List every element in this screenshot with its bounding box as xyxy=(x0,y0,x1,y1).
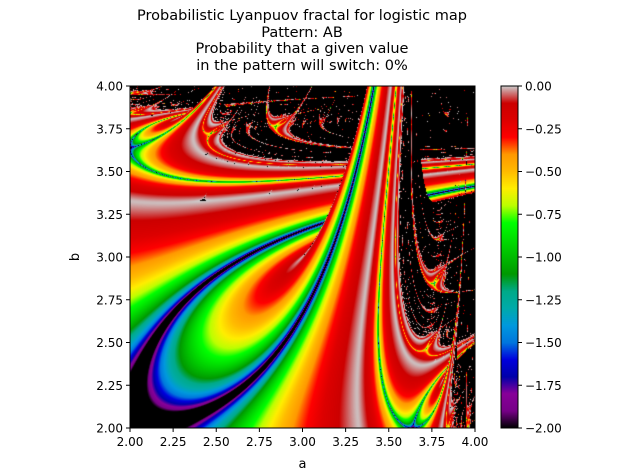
colorbar-tick-label: −0.25 xyxy=(525,122,562,136)
colorbar-tick-label: 0.00 xyxy=(525,80,552,94)
colorbar-tick-label: −1.50 xyxy=(525,336,562,350)
fractal-heatmap xyxy=(130,86,475,428)
x-tick-label: 2.75 xyxy=(246,435,273,449)
y-tick-label: 3.00 xyxy=(96,251,123,265)
x-tick-label: 3.00 xyxy=(289,435,316,449)
y-tick-label: 4.00 xyxy=(96,80,123,94)
x-axis: 2.00 2.25 2.50 2.75 3.00 3.25 3.50 3.75 4.00 xyxy=(117,428,489,449)
y-tick-label: 3.50 xyxy=(96,165,123,179)
x-tick-label: 3.75 xyxy=(419,435,446,449)
x-tick-label: 3.50 xyxy=(375,435,402,449)
x-tick-label: 2.50 xyxy=(203,435,230,449)
y-tick-label: 2.00 xyxy=(96,422,123,436)
y-tick-label: 2.75 xyxy=(96,293,123,307)
title-line-4: in the pattern will switch: 0% xyxy=(196,57,408,74)
y-tick-label: 3.25 xyxy=(96,208,123,222)
y-tick-label: 2.25 xyxy=(96,379,123,393)
colorbar-tick-label: −2.00 xyxy=(525,422,562,436)
colorbar-axis: 0.00 −0.25 −0.50 −0.75 −1.00 −1.25 −1.50 −1.75 −… xyxy=(518,80,562,436)
x-tick-label: 2.25 xyxy=(160,435,187,449)
colorbar-gradient-container xyxy=(501,86,518,428)
colorbar-tick-label: −0.75 xyxy=(525,208,562,222)
title-line-3: Probability that a given value xyxy=(195,41,409,58)
x-axis-label: a xyxy=(299,457,307,472)
title-line-2: Pattern: AB xyxy=(261,24,343,41)
colorbar-tick-label: −1.25 xyxy=(525,293,562,307)
y-tick-label: 3.75 xyxy=(96,122,123,136)
x-tick-label: 3.25 xyxy=(332,435,359,449)
y-axis: 2.00 2.25 2.50 2.75 3.00 3.25 3.50 3.75 4.00 xyxy=(96,80,130,436)
x-tick-label: 2.00 xyxy=(117,435,144,449)
colorbar-tick-label: −1.00 xyxy=(525,251,562,265)
title-line-1: Probabilistic Lyanpuov fractal for logis… xyxy=(137,8,467,24)
colorbar-tick-label: −1.75 xyxy=(525,379,562,393)
x-tick-label: 4.00 xyxy=(462,435,489,449)
chart-title: Probabilistic Lyanpuov fractal for logis… xyxy=(0,8,604,74)
y-axis-label: b xyxy=(68,253,83,261)
colorbar-gradient xyxy=(501,86,518,428)
fractal-heatmap-container xyxy=(130,86,475,428)
y-tick-label: 2.50 xyxy=(96,336,123,350)
colorbar-tick-label: −0.50 xyxy=(525,165,562,179)
